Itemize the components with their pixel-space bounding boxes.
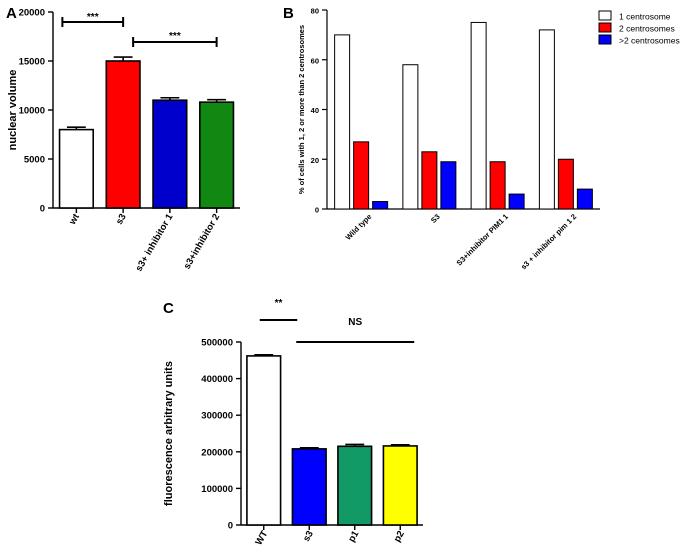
- bar: [291, 448, 327, 526]
- legend-swatch: [598, 10, 612, 21]
- bar: [538, 29, 555, 210]
- chart-c: 0 100000 200000 300000 400000 500000 fluoresce…: [163, 298, 423, 547]
- bar: [402, 64, 419, 210]
- x-tick-label: p2: [392, 529, 407, 544]
- y-axis-label: nuclear volume: [7, 70, 19, 151]
- bar: [440, 161, 457, 210]
- x-tick-label: s3+ inhibitor 1: [134, 211, 176, 273]
- bar: [105, 60, 141, 209]
- x-tick-label: S3+inhibitor PIM1 1: [455, 212, 510, 267]
- x-tick-label: s3: [301, 529, 316, 544]
- bar: [353, 141, 370, 210]
- bar: [470, 21, 487, 210]
- y-tick-label: 0: [228, 521, 233, 532]
- bar: [421, 151, 438, 210]
- legend-label: 1 centrosome: [619, 12, 671, 22]
- legend-label: >2 centrosomes: [619, 36, 680, 46]
- legend-swatch: [598, 22, 612, 33]
- y-tick-label: 40: [311, 106, 319, 115]
- y-tick-label: 10000: [19, 106, 45, 117]
- x-tick-label: S3: [429, 212, 442, 225]
- y-tick-label: 200000: [201, 447, 233, 458]
- bar: [576, 188, 593, 210]
- bar: [246, 355, 282, 526]
- panel-label-a: A: [6, 5, 17, 22]
- x-tick-label: p1: [346, 528, 361, 544]
- legend-swatch: [598, 34, 612, 45]
- significance-label: ***: [87, 12, 99, 23]
- x-tick-label: WT: [253, 529, 270, 547]
- y-axis-label: fluorescence arbitrary units: [163, 361, 175, 506]
- significance-label: **: [275, 298, 283, 309]
- y-tick-label: 500000: [201, 338, 233, 349]
- bar: [489, 161, 506, 210]
- x-tick-label: Wild type: [344, 212, 374, 242]
- y-tick-label: 300000: [201, 411, 233, 422]
- y-tick-label: 60: [311, 56, 319, 65]
- y-axis-label: % of cells with 1, 2 or more than 2 cent…: [297, 25, 306, 194]
- x-tick-label: wt: [67, 211, 83, 227]
- bar: [508, 193, 525, 210]
- significance-label: ***: [169, 31, 181, 42]
- bar: [337, 445, 373, 526]
- y-tick-label: 400000: [201, 374, 233, 385]
- bar: [372, 201, 389, 210]
- y-tick-label: 5000: [24, 155, 45, 166]
- significance-label: NS: [348, 317, 362, 328]
- legend-label: 2 centrosomes: [619, 24, 675, 34]
- y-tick-label: 20000: [19, 8, 45, 19]
- bar: [382, 445, 418, 526]
- bar: [557, 158, 574, 210]
- y-tick-label: 15000: [19, 57, 45, 68]
- y-tick-label: 100000: [201, 484, 233, 495]
- x-tick-label: s3+inhibitor 2: [182, 212, 223, 271]
- x-tick-label: s3: [114, 212, 129, 227]
- y-tick-label: 0: [315, 206, 319, 215]
- bar: [334, 34, 351, 210]
- chart-b: 0 20 40 60 80 % of cells with 1, 2 or more th…: [297, 7, 680, 272]
- x-tick-label: s3 + inhibitor pim 1 2: [519, 212, 578, 271]
- chart-a: 0 5000 10000 15000 20000 nuclear volume wt s3 s3…: [7, 8, 240, 274]
- bar: [152, 99, 188, 209]
- bar: [198, 101, 235, 209]
- y-tick-label: 0: [40, 204, 45, 215]
- y-tick-label: 80: [311, 7, 319, 16]
- panel-label-b: B: [283, 5, 294, 22]
- panel-label-c: C: [163, 300, 174, 317]
- bar: [58, 128, 95, 209]
- y-tick-label: 20: [311, 156, 319, 165]
